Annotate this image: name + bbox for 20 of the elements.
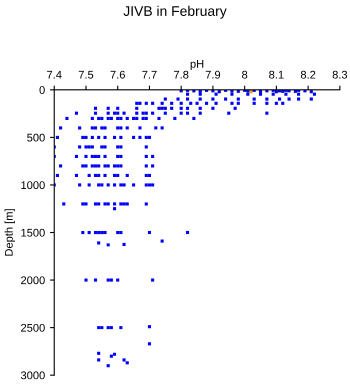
x-tick-label: 8.2 xyxy=(300,70,316,79)
x-tick-label: 7.5 xyxy=(78,70,94,79)
y-tick-label: 3000 xyxy=(20,371,45,380)
y-tick-label: 500 xyxy=(27,134,45,142)
x-tick-label: 8.3 xyxy=(332,70,348,79)
y-tick-label: 0 xyxy=(39,86,45,94)
x-tick-label: 7.4 xyxy=(47,70,62,79)
y-tick-label: 1000 xyxy=(21,181,45,190)
y-axis-title: Depth [m] xyxy=(4,209,15,256)
x-tick-label: 8.1 xyxy=(269,70,284,79)
y-tick-label: 2000 xyxy=(21,276,45,284)
x-tick-label: 7.8 xyxy=(174,70,188,79)
y-tick-label: 2500 xyxy=(21,324,45,332)
x-tick-label: 7.6 xyxy=(110,70,125,79)
x-tick-label: 8 xyxy=(242,70,248,79)
x-tick-label: 7.9 xyxy=(206,70,220,79)
chart-title: JIVB in February xyxy=(124,6,227,19)
x-tick-label: 7.7 xyxy=(142,70,157,79)
y-tick-label: 1500 xyxy=(21,228,45,237)
x-axis-title: pH xyxy=(190,60,204,70)
